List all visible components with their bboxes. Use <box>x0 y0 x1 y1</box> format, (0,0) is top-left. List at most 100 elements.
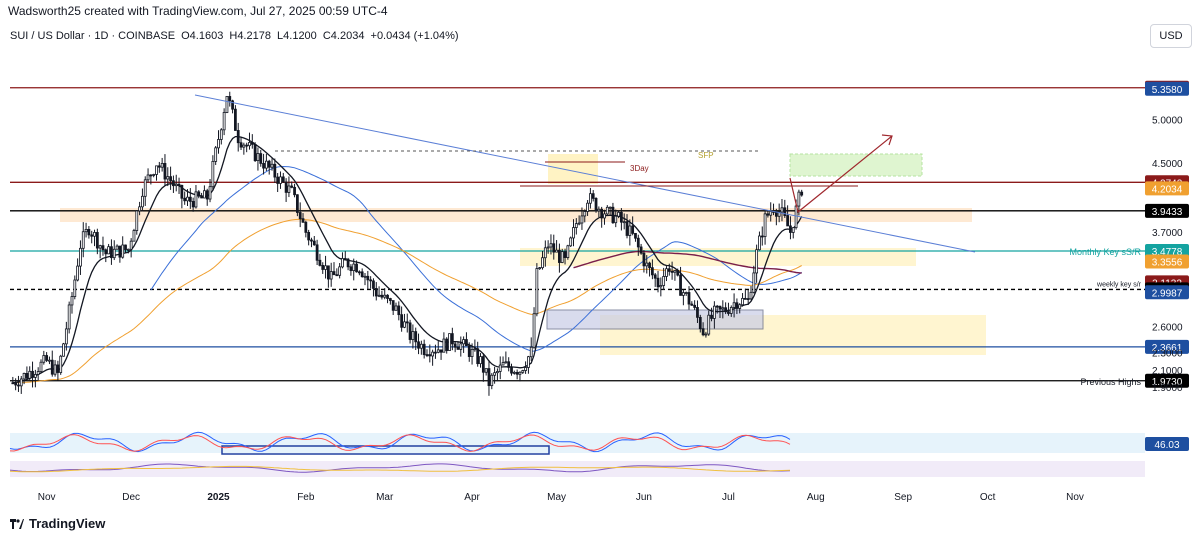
candle-body-24 <box>79 247 82 267</box>
candle-body-68 <box>203 190 206 199</box>
candle-body-130 <box>377 294 381 297</box>
candle-body-64 <box>191 201 195 208</box>
time-label-10: Sep <box>894 492 912 503</box>
candle-body-76 <box>225 96 229 113</box>
candle-body-80 <box>236 130 240 144</box>
ma-50 <box>150 165 802 352</box>
text-annotations: Monthly Key sS/R weekly key s/r Previous H… <box>630 151 1142 387</box>
candle-body-31 <box>98 245 102 249</box>
candle-body-205 <box>589 193 592 204</box>
trend-drawings <box>194 94 976 253</box>
candle-body-188 <box>541 257 544 269</box>
candle-body-99 <box>290 185 294 188</box>
level-note-11: Previous Highs <box>1080 377 1141 387</box>
time-label-11: Oct <box>980 492 996 503</box>
price-tick-2: 3.7000 <box>1152 228 1183 239</box>
price-tick-3: 2.6000 <box>1152 323 1183 334</box>
price-tick-0: 5.0000 <box>1152 116 1183 127</box>
candle-body-194 <box>558 249 561 263</box>
candle-body-207 <box>594 197 598 212</box>
candle-body-171 <box>493 372 496 376</box>
candle-body-259 <box>741 297 744 306</box>
ema-12 <box>12 135 803 384</box>
candle-body-94 <box>276 176 280 184</box>
candle-body-137 <box>397 305 401 316</box>
candle-body-128 <box>372 280 375 289</box>
candle-body-2 <box>17 384 20 387</box>
candle-body-176 <box>507 361 511 368</box>
candle-body-104 <box>304 221 308 233</box>
symbol-legend[interactable]: SUI / US Dollar · 1D · COINBASE O4.1603 … <box>10 30 462 42</box>
candle-body-217 <box>622 221 626 224</box>
candle-body-151 <box>436 349 440 353</box>
candle-body-146 <box>422 343 426 355</box>
time-label-8: Jul <box>722 492 735 503</box>
price-badge-9 <box>1145 285 1189 300</box>
candle-body-113 <box>329 271 333 280</box>
candle-body-84 <box>248 142 251 147</box>
candle-body-44 <box>135 210 139 231</box>
candle-body-181 <box>521 370 525 373</box>
candle-body-162 <box>467 345 471 357</box>
candle-body-131 <box>380 294 384 298</box>
candle-body-261 <box>746 298 750 300</box>
candle-body-22 <box>73 279 77 297</box>
price-badge-label-10: 2.3661 <box>1152 343 1183 354</box>
rsi-ma-line <box>9 465 791 473</box>
candle-body-232 <box>665 268 668 277</box>
candle-body-122 <box>355 263 358 273</box>
candle-body-91 <box>267 160 271 168</box>
candle-body-121 <box>352 263 356 272</box>
time-label-6: May <box>547 492 566 503</box>
candle-body-125 <box>363 275 367 278</box>
stoch-highlight-box <box>221 445 550 455</box>
price-tick-4: 2.3000 <box>1152 349 1183 360</box>
candle-body-150 <box>434 351 437 354</box>
price-badge-label-4: 3.9433 <box>1152 207 1183 218</box>
price-tick-6: 1.9000 <box>1152 383 1183 394</box>
candle-body-158 <box>456 346 460 350</box>
candle-body-48 <box>146 174 150 181</box>
stoch-k-line <box>9 431 791 453</box>
candle-body-7 <box>31 370 34 378</box>
candle-body-81 <box>239 142 243 148</box>
candle-body-209 <box>600 208 604 219</box>
price-badge-10 <box>1145 339 1189 354</box>
candle-body-212 <box>608 206 612 209</box>
candle-body-252 <box>721 307 725 310</box>
candle-body-56 <box>169 176 172 182</box>
candle-body-218 <box>625 221 629 236</box>
candle-body-189 <box>543 247 547 259</box>
candle-body-274 <box>783 207 787 216</box>
candle-body-124 <box>360 271 364 278</box>
candle-body-266 <box>760 235 764 238</box>
candle-body-83 <box>245 144 249 147</box>
candle-body-58 <box>174 183 178 187</box>
candle-body-5 <box>25 373 29 379</box>
candle-body-123 <box>357 271 361 274</box>
candle-body-251 <box>718 305 722 310</box>
candle-body-47 <box>143 179 147 197</box>
candle-body-175 <box>504 361 508 364</box>
candle-body-87 <box>256 153 260 162</box>
candle-body-25 <box>81 231 85 249</box>
symbol-title[interactable]: SUI / US Dollar · 1D · COINBASE <box>10 30 176 42</box>
time-axis[interactable]: Nov Dec 2025 Feb Mar Apr May Jun Jul Aug Sep Oct Nov <box>38 492 1084 503</box>
candle-body-237 <box>679 274 682 296</box>
candle-body-138 <box>400 314 404 328</box>
candle-body-85 <box>250 142 254 145</box>
candle-body-93 <box>273 163 277 178</box>
candle-body-98 <box>287 185 291 193</box>
candle-body-159 <box>459 343 463 350</box>
candle-body-280 <box>800 191 804 196</box>
currency-button[interactable]: USD <box>1150 24 1192 48</box>
candle-body-247 <box>707 314 711 335</box>
price-tick-1: 4.5000 <box>1152 159 1183 170</box>
candle-body-230 <box>659 285 663 288</box>
candle-body-241 <box>690 303 694 306</box>
candle-body-52 <box>157 165 161 168</box>
candle-body-210 <box>603 213 606 219</box>
price-axis[interactable]: 5.37005.35804.27424.20343.94333.47783.35… <box>1145 80 1189 394</box>
candle-body-101 <box>295 194 299 213</box>
